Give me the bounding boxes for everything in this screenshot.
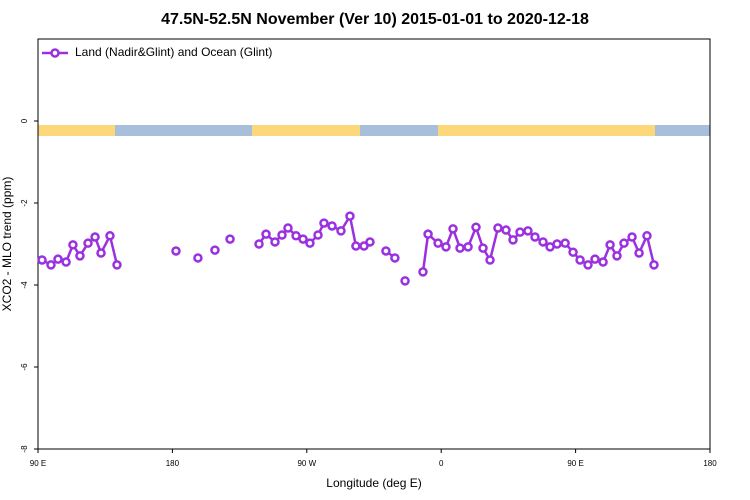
data-point xyxy=(313,230,323,240)
data-line xyxy=(257,212,371,248)
data-point xyxy=(441,242,451,252)
data-point xyxy=(423,229,433,239)
data-point xyxy=(37,255,47,265)
data-point xyxy=(523,226,533,236)
x-tick-label: 90 W xyxy=(297,459,316,468)
data-point xyxy=(68,240,78,250)
chart-title: 47.5N-52.5N November (Ver 10) 2015-01-01… xyxy=(161,11,589,28)
data-point xyxy=(210,245,220,255)
data-point xyxy=(277,230,287,240)
legend-marker xyxy=(50,48,60,58)
data-point xyxy=(61,257,71,267)
data-point xyxy=(291,231,301,241)
data-point xyxy=(463,242,473,252)
data-point xyxy=(538,237,548,247)
data-point xyxy=(96,248,106,258)
data-point xyxy=(433,238,443,248)
data-point xyxy=(305,238,315,248)
data-point xyxy=(515,227,525,237)
data-point xyxy=(598,257,608,267)
data-point xyxy=(365,237,375,247)
data-point xyxy=(605,240,615,250)
data-point xyxy=(485,255,495,265)
data-point xyxy=(418,267,428,277)
data-point xyxy=(455,243,465,253)
data-point xyxy=(283,223,293,233)
plot-frame xyxy=(37,38,711,450)
y-tick-label: -8 xyxy=(20,445,29,453)
x-tick-label: 0 xyxy=(439,459,444,468)
data-point xyxy=(327,221,337,231)
data-point xyxy=(634,248,644,258)
data-point xyxy=(560,238,570,248)
data-point xyxy=(400,276,410,286)
y-tick-label: 0 xyxy=(20,118,29,123)
data-point xyxy=(642,231,652,241)
y-axis-label: XCO2 - MLO trend (ppm) xyxy=(0,177,14,312)
data-point xyxy=(345,211,355,221)
data-point xyxy=(627,232,637,242)
data-point xyxy=(171,246,181,256)
data-point xyxy=(261,229,271,239)
data-point xyxy=(493,223,503,233)
data-point xyxy=(478,243,488,253)
data-point xyxy=(46,260,56,270)
data-point xyxy=(351,241,361,251)
x-tick-label: 180 xyxy=(703,459,717,468)
data-point xyxy=(568,247,578,257)
x-tick-label: 180 xyxy=(166,459,180,468)
data-point xyxy=(390,253,400,263)
data-point xyxy=(619,238,629,248)
x-tick-label: 90 E xyxy=(567,459,583,468)
data-point xyxy=(105,231,115,241)
data-point xyxy=(53,254,63,264)
x-axis-label: Longitude (deg E) xyxy=(326,476,421,490)
data-point xyxy=(193,253,203,263)
data-point xyxy=(575,255,585,265)
data-point xyxy=(254,239,264,249)
data-point xyxy=(225,234,235,244)
legend-label: Land (Nadir&Glint) and Ocean (Glint) xyxy=(75,45,272,59)
data-point xyxy=(336,226,346,236)
data-point xyxy=(590,254,600,264)
land-ocean-strip xyxy=(38,125,710,136)
data-point xyxy=(612,251,622,261)
data-point xyxy=(319,218,329,228)
data-point xyxy=(649,260,659,270)
data-point xyxy=(530,232,540,242)
y-tick-label: -2 xyxy=(20,199,29,207)
data-point xyxy=(298,234,308,244)
data-point xyxy=(90,232,100,242)
data-point xyxy=(471,222,481,232)
data-point xyxy=(112,260,122,270)
data-point xyxy=(448,224,458,234)
data-point xyxy=(75,251,85,261)
data-point xyxy=(359,241,369,251)
data-point xyxy=(270,237,280,247)
x-tick-label: 90 E xyxy=(30,459,46,468)
data-point xyxy=(83,238,93,248)
y-tick-label: -6 xyxy=(20,363,29,371)
data-point xyxy=(501,225,511,235)
data-point xyxy=(552,239,562,249)
data-point xyxy=(381,246,391,256)
data-point xyxy=(508,235,518,245)
y-tick-label: -4 xyxy=(20,281,29,289)
data-point xyxy=(583,260,593,270)
